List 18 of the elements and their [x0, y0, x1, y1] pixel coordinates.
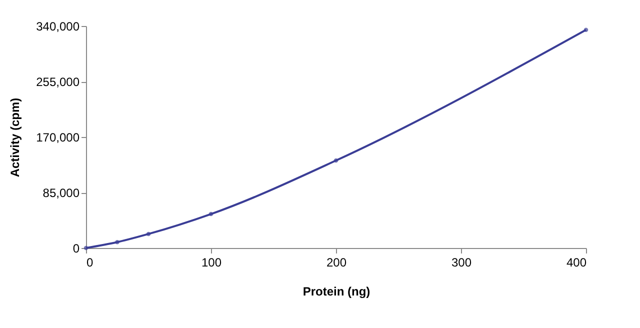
y-tick-label: 0 — [72, 242, 80, 256]
x-tick-label: 0 — [86, 256, 94, 270]
point — [146, 232, 151, 236]
point — [584, 28, 588, 32]
y-tick-label: 85,000 — [42, 186, 80, 200]
point — [334, 158, 338, 163]
x-tick-label: 400 — [566, 256, 587, 270]
y-tick-label: 170,000 — [36, 130, 80, 144]
x-axis-title: Protein (ng) — [302, 284, 370, 298]
y-axis-title: Activity (cpm) — [8, 98, 22, 178]
x-tick-label: 300 — [451, 256, 472, 270]
point — [208, 212, 214, 216]
x-tick-label: 100 — [201, 256, 222, 270]
point — [84, 246, 88, 250]
point — [115, 240, 120, 244]
x-tick-label: 200 — [326, 256, 347, 270]
y-tick-label: 255,000 — [36, 75, 80, 89]
y-tick-label: 340,000 — [36, 20, 80, 34]
